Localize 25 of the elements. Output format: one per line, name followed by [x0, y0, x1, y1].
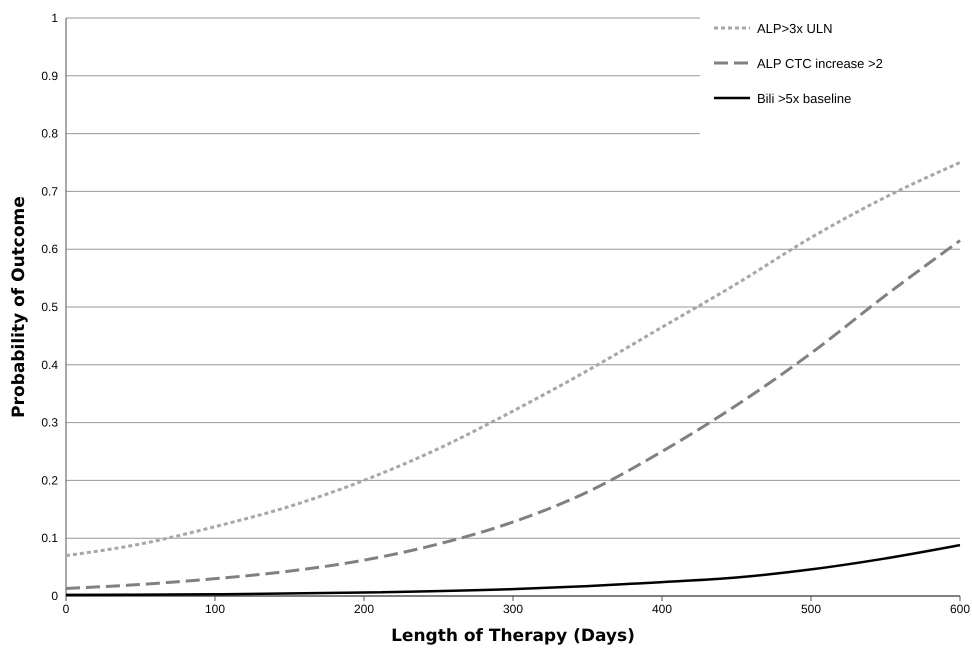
y-tick-label: 0.7	[41, 184, 58, 198]
y-tick-label: 0.2	[41, 473, 58, 488]
x-tick-label: 100	[204, 602, 226, 616]
x-tick-label: 600	[950, 602, 970, 616]
y-tick-label: 0.8	[41, 126, 58, 141]
y-tick-label: 0.9	[41, 68, 58, 83]
line-series	[64, 161, 962, 558]
x-axis-title: Length of Therapy (Days)	[391, 626, 635, 646]
x-tick-label: 200	[354, 602, 374, 616]
y-tick-label: 0.1	[41, 531, 58, 546]
x-tick-label: 400	[652, 602, 672, 616]
y-tick-label: 0.6	[41, 242, 58, 256]
x-tick-label: 300	[502, 602, 524, 616]
y-tick-label: 0	[51, 589, 58, 603]
line-series	[64, 239, 962, 590]
legend-label: ALP CTC increase >2	[757, 56, 883, 71]
y-tick-label: 0.3	[41, 416, 58, 430]
x-tick-label: 500	[800, 602, 822, 616]
y-axis-title: Probability of Outcome	[9, 196, 29, 418]
x-tick-label: 0	[62, 602, 70, 616]
legend-label: ALP>3x ULN	[757, 21, 833, 36]
y-tick-label: 1	[51, 11, 58, 25]
y-tick-label: 0.4	[41, 358, 58, 372]
y-tick-label: 0.5	[41, 300, 58, 314]
legend-label: Bili >5x baseline	[757, 91, 852, 106]
